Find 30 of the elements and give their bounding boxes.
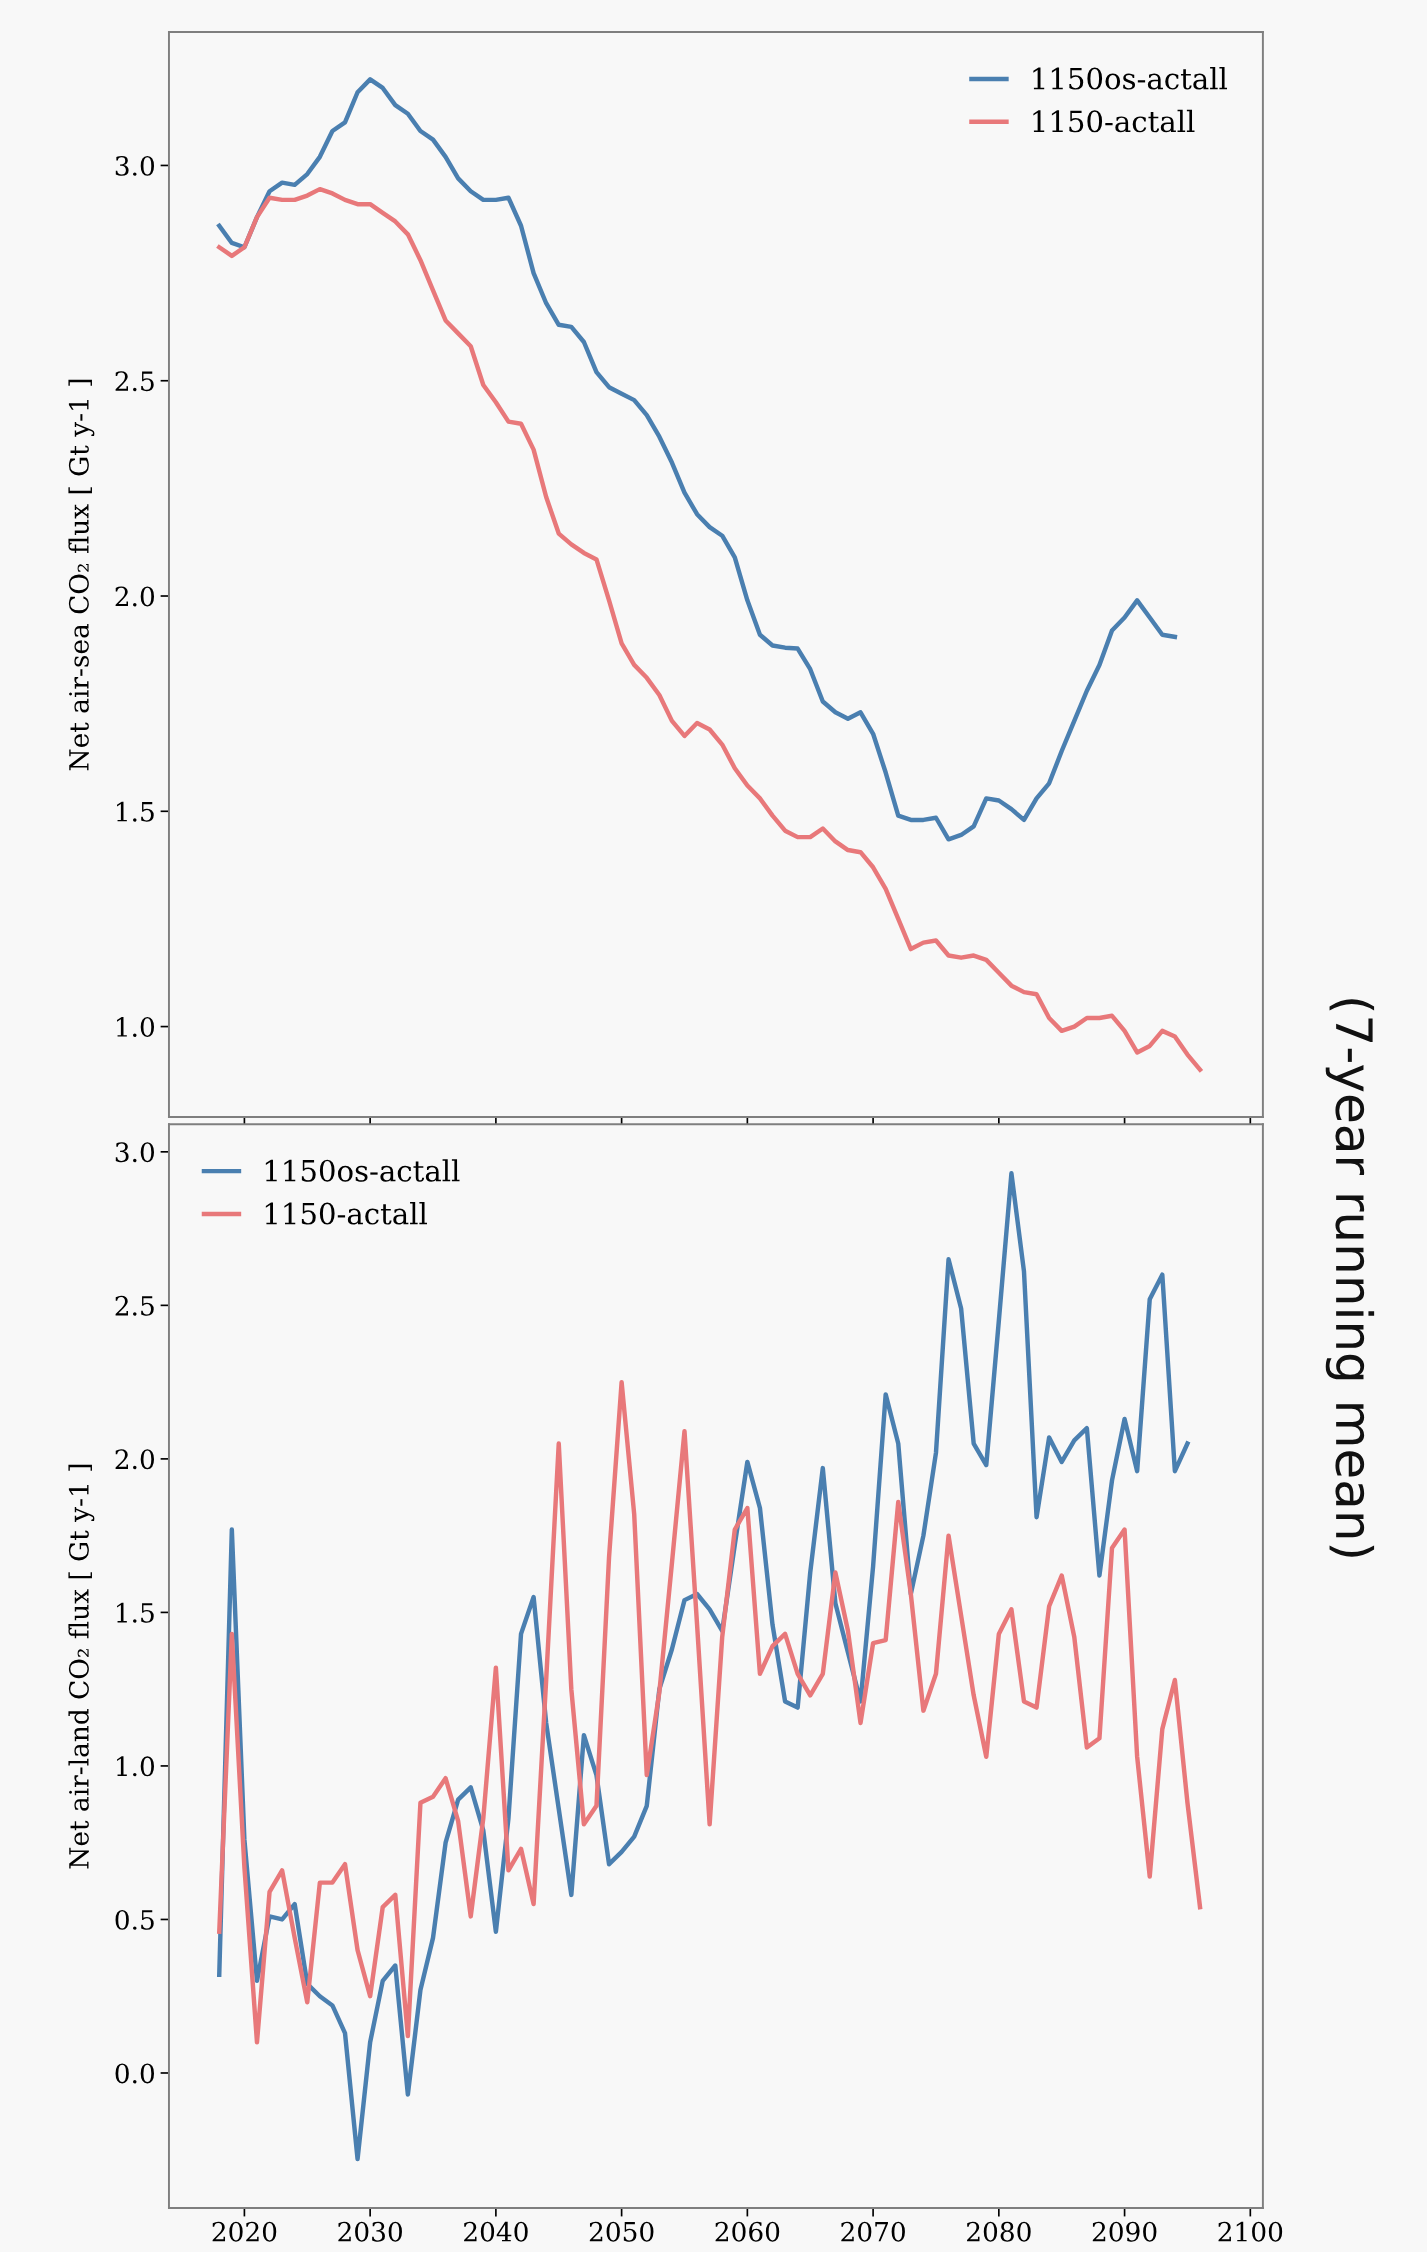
x-tick-label: 2050 — [589, 2221, 654, 2242]
legend-label: 1150-actall — [1033, 109, 1195, 133]
legend-label: 1150os-actall — [1033, 66, 1228, 90]
legend-label: 1150os-actall — [265, 1159, 460, 1182]
x-tick-label: 2030 — [338, 2221, 402, 2242]
x-tick-label: 2020 — [212, 2221, 277, 2242]
y-tick-label: 0.5 — [115, 1909, 154, 1930]
x-tick-label: 2100 — [1218, 2221, 1283, 2242]
y-tick-label: 3.0 — [115, 1142, 155, 1163]
x-tick-label: 2070 — [841, 2221, 905, 2242]
y-tick-label: 2.5 — [115, 371, 154, 392]
y-tick-label: 3.0 — [115, 155, 155, 176]
x-tick-label: 2080 — [967, 2221, 1031, 2242]
y-tick-label: 2.5 — [115, 1295, 154, 1316]
y-tick-label: 1.0 — [117, 1017, 155, 1037]
text: (7-year running mean) — [1325, 999, 1375, 1557]
line-series — [217, 1379, 1203, 2045]
y-tick-label: 2.0 — [115, 1449, 155, 1470]
x-tick-label: 2090 — [1092, 2221, 1157, 2242]
x-tick-label: 2040 — [464, 2221, 528, 2242]
y-tick-label: 1.5 — [117, 1602, 154, 1623]
y-axis-title: Net air-land CO₂ flux [ Gt y-1 ] — [68, 1464, 95, 1869]
y-axis-title: Net air-sea CO₂ flux [ Gt y-1 ] — [68, 379, 95, 771]
legend-label: 1150-actall — [265, 1202, 427, 1225]
line-series — [217, 186, 1203, 1072]
y-tick-label: 1.0 — [117, 1756, 155, 1777]
y-tick-label: 2.0 — [115, 586, 155, 607]
x-tick-label: 2060 — [715, 2221, 780, 2242]
y-tick-label: 0.0 — [115, 2063, 155, 2084]
y-tick-label: 1.5 — [117, 801, 154, 822]
